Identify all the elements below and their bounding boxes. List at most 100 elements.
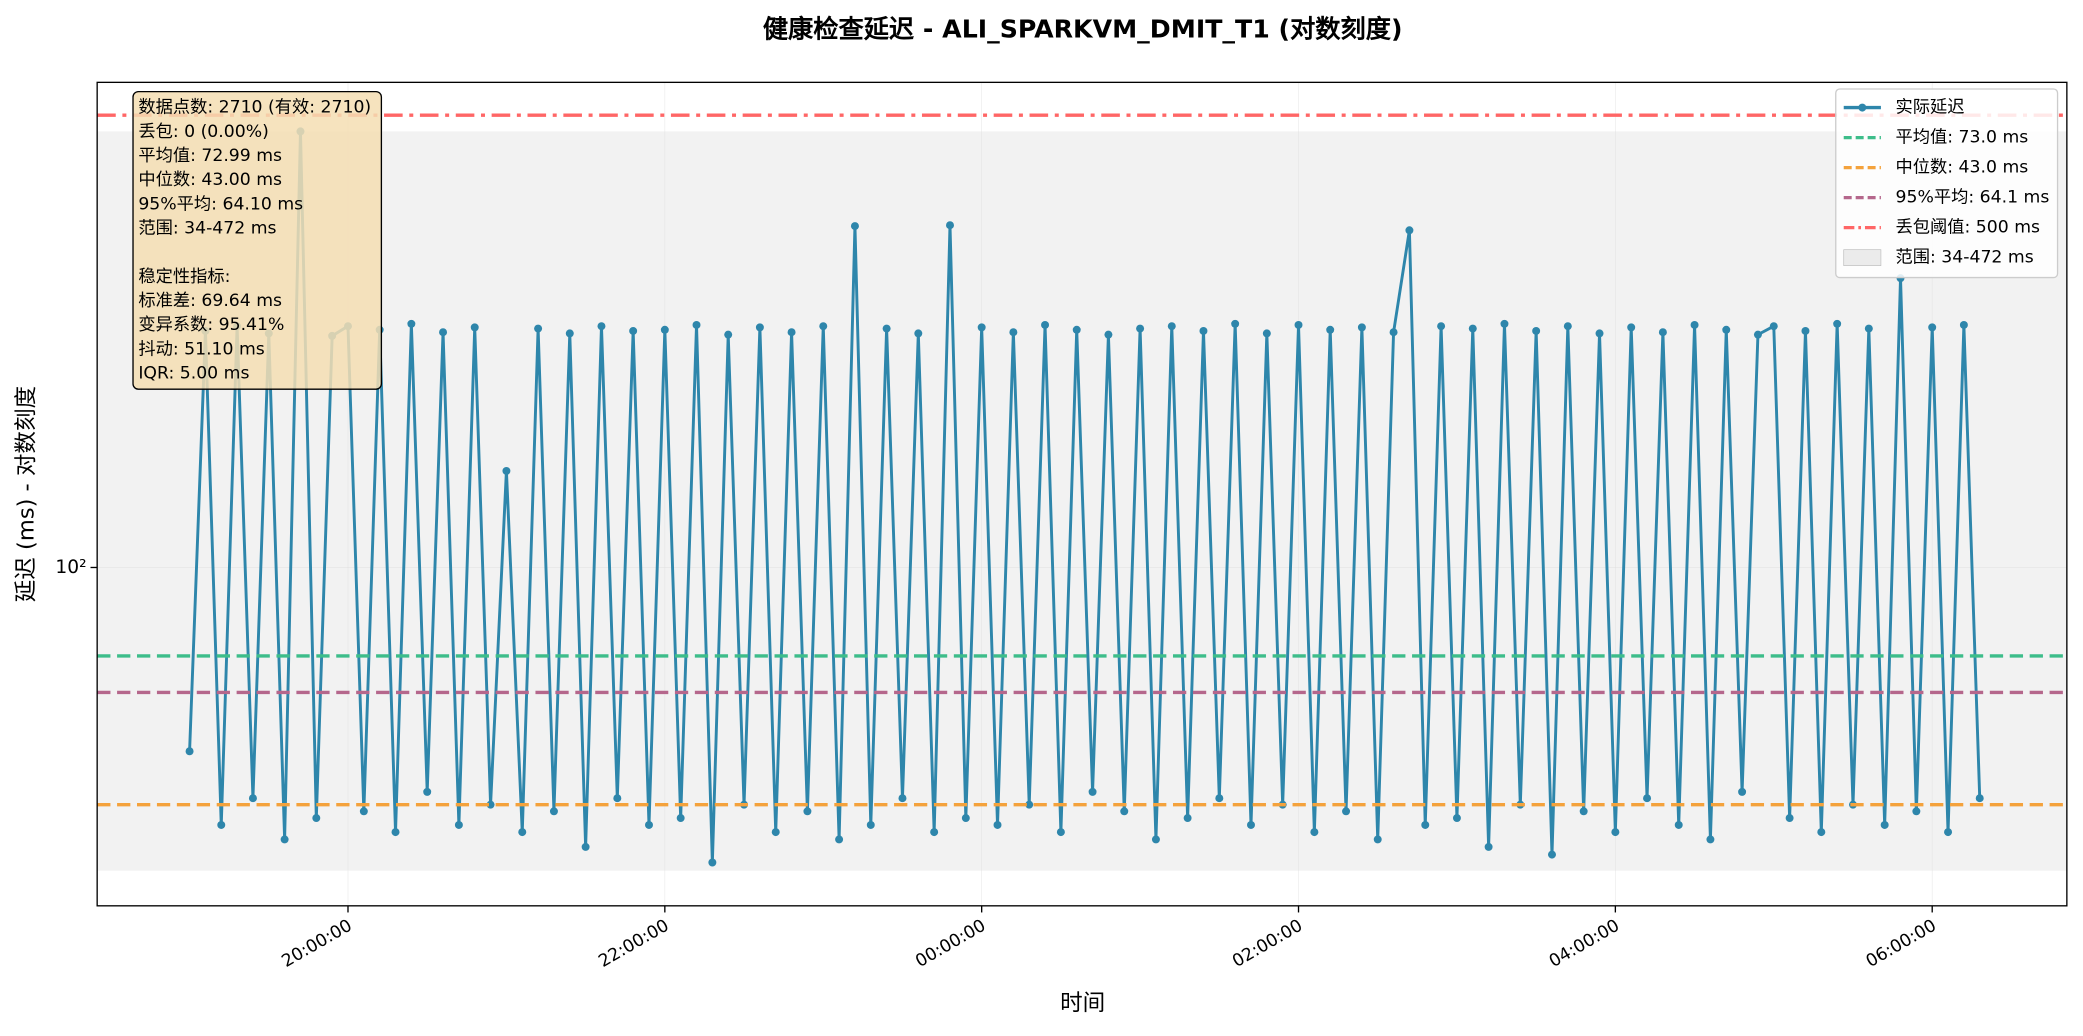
stats-text: IQR: 5.00 ms — [138, 363, 249, 383]
chart-title: 健康检查延迟 - ALI_SPARKVM_DMIT_T1 (对数刻度) — [763, 15, 1403, 44]
data-point — [597, 322, 606, 331]
data-point — [1025, 800, 1034, 809]
data-point — [1452, 814, 1461, 823]
data-point — [486, 800, 495, 809]
data-point — [708, 858, 717, 867]
data-point — [961, 814, 970, 823]
data-point — [835, 835, 844, 844]
data-point — [771, 828, 780, 837]
data-point — [1120, 807, 1129, 816]
data-point — [248, 794, 257, 803]
data-point — [755, 323, 764, 332]
legend-label: 实际延迟 — [1896, 98, 1965, 118]
data-point — [898, 794, 907, 803]
stats-text: 稳定性指标: — [138, 267, 230, 287]
data-point — [946, 221, 954, 230]
data-point — [1231, 319, 1240, 328]
data-point — [882, 324, 891, 333]
data-point — [185, 747, 194, 756]
data-point — [914, 329, 923, 338]
data-point — [1468, 324, 1477, 333]
stats-text: 中位数: 43.00 ms — [138, 170, 282, 190]
data-point — [549, 807, 558, 816]
data-point — [977, 323, 986, 332]
data-point — [1912, 807, 1921, 816]
data-point — [1769, 322, 1778, 331]
data-point — [1833, 319, 1842, 328]
data-point — [660, 325, 669, 334]
data-point — [359, 807, 368, 816]
data-point — [1009, 328, 1018, 337]
data-point — [1753, 330, 1762, 339]
data-point — [850, 222, 859, 231]
data-point — [1088, 787, 1097, 796]
data-point — [613, 794, 622, 803]
legend-swatch — [1858, 103, 1867, 112]
y-axis-label: 延迟 (ms) - 对数刻度 — [13, 386, 39, 602]
data-point — [1801, 326, 1810, 335]
data-point — [1611, 828, 1620, 837]
series-line — [188, 129, 1982, 864]
data-point — [1357, 323, 1366, 332]
data-point — [1627, 323, 1636, 332]
data-point — [1579, 807, 1588, 816]
stats-text: 丢包: 0 (0.00%) — [138, 122, 269, 142]
plot-frame — [96, 81, 2068, 907]
legend-label: 中位数: 43.0 ms — [1896, 158, 2029, 178]
data-point — [629, 326, 638, 335]
legend-label: 丢包阈值: 500 ms — [1896, 218, 2041, 238]
data-point — [1500, 319, 1509, 328]
data-point — [1975, 794, 1984, 803]
legend-label: 95%平均: 64.1 ms — [1896, 188, 2050, 208]
data-point — [1041, 321, 1050, 329]
stats-text: 标准差: 69.64 ms — [138, 291, 282, 311]
data-point — [1643, 794, 1652, 803]
data-point — [787, 328, 796, 337]
data-point — [1167, 322, 1176, 331]
data-point — [1595, 329, 1604, 338]
data-point — [1262, 329, 1271, 338]
data-point — [1326, 325, 1335, 334]
data-point — [803, 807, 812, 816]
data-point — [565, 329, 574, 338]
legend-label: 范围: 34-472 ms — [1896, 248, 2034, 268]
data-point — [581, 842, 590, 851]
data-point — [1563, 322, 1572, 331]
stats-text: 平均值: 72.99 ms — [138, 146, 282, 166]
data-point — [1342, 807, 1351, 816]
data-point — [1056, 828, 1065, 837]
data-point — [470, 323, 479, 332]
data-point — [1817, 828, 1826, 837]
data-point — [1199, 326, 1208, 335]
data-point — [1405, 226, 1414, 235]
data-point — [280, 835, 289, 844]
data-point — [1294, 321, 1303, 329]
data-point — [676, 814, 685, 823]
data-point — [1928, 323, 1937, 332]
data-point — [993, 820, 1002, 829]
data-point — [1738, 787, 1747, 796]
data-point — [866, 820, 875, 829]
stats-text: 抖动: 51.10 ms — [138, 339, 264, 359]
stats-text: 95%平均: 64.10 ms — [138, 194, 303, 214]
stats-text: 变异系数: 95.41% — [138, 315, 284, 335]
y-tick-label: 10² — [55, 557, 86, 578]
data-point — [1706, 835, 1715, 844]
data-point — [1215, 794, 1224, 803]
data-point — [1658, 328, 1667, 337]
data-point — [1373, 835, 1382, 844]
data-point — [1944, 828, 1953, 837]
data-point — [1310, 828, 1319, 837]
legend-box — [1835, 88, 2059, 279]
data-point — [1072, 325, 1081, 334]
data-point — [1104, 330, 1113, 339]
data-point — [724, 330, 733, 339]
data-point — [534, 324, 543, 333]
data-point — [312, 814, 321, 823]
data-point — [407, 319, 416, 328]
data-point — [423, 787, 432, 796]
stats-text: 范围: 34-472 ms — [138, 218, 276, 238]
data-point — [692, 321, 701, 329]
x-axis-label: 时间 — [1060, 991, 1105, 1017]
